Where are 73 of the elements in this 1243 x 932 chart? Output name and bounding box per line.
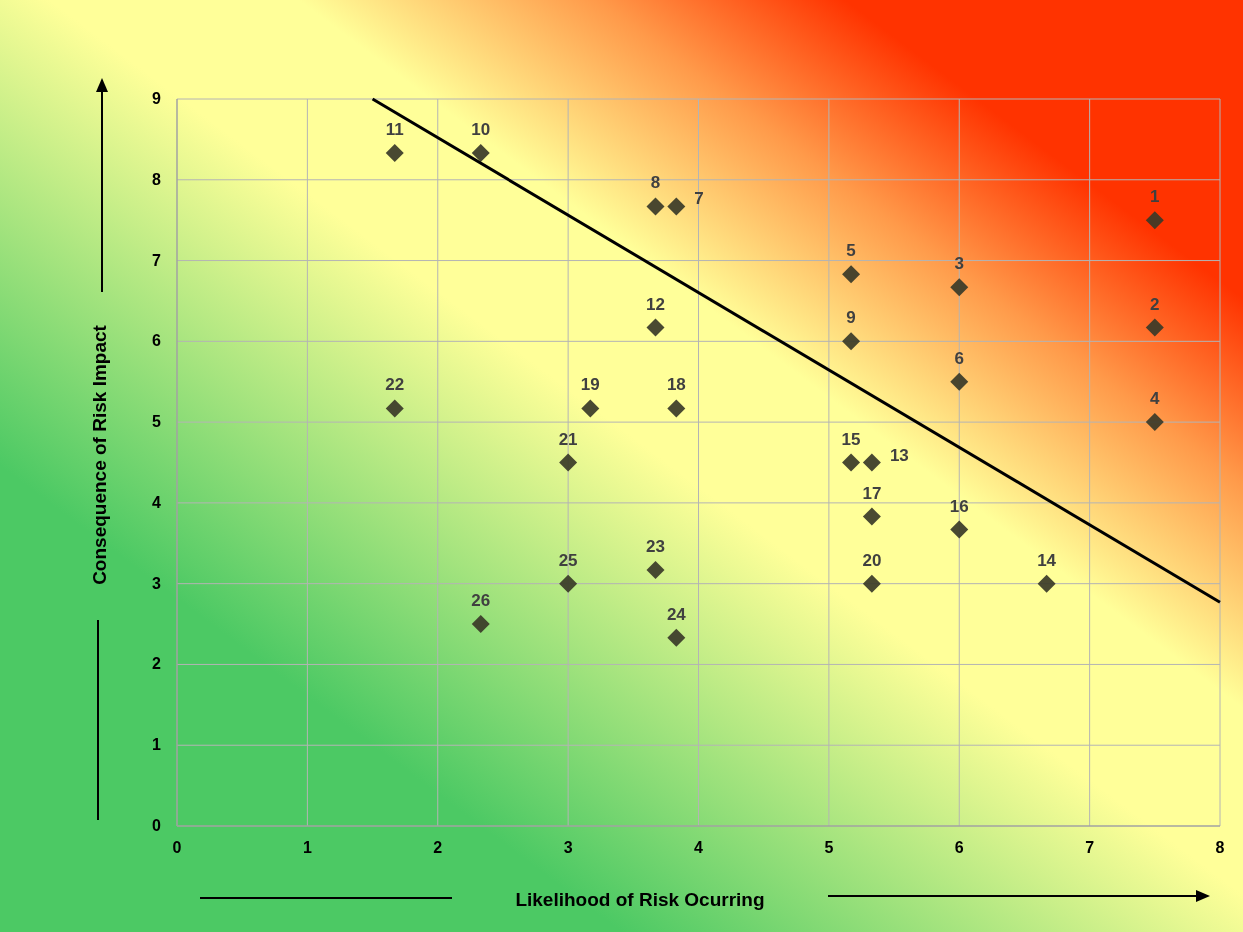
annotation: 4 [1150, 389, 1161, 409]
point [1145, 318, 1164, 337]
x-tick-label: 2 [433, 839, 443, 856]
point [862, 507, 881, 526]
annotation: 9 [846, 308, 856, 328]
x-tick-label: 6 [954, 839, 964, 856]
point [862, 453, 881, 472]
y-tick-label: 2 [152, 655, 162, 673]
point [667, 628, 686, 647]
point [646, 318, 665, 337]
annotation: 6 [954, 348, 964, 368]
point [385, 399, 404, 418]
annotation: 24 [666, 604, 687, 624]
y-tick-label: 0 [152, 817, 162, 834]
annotation: 20 [862, 550, 882, 570]
y-tick-label: 4 [152, 493, 162, 511]
x-tick-label: 7 [1085, 839, 1095, 856]
y-tick-label: 6 [152, 332, 162, 350]
annotation: 22 [385, 375, 405, 395]
annotation: 12 [646, 294, 665, 314]
annotation: 21 [558, 429, 578, 449]
annotation: 1 [1150, 187, 1160, 207]
point [842, 265, 861, 284]
y-tick-label: 5 [152, 413, 162, 431]
annotation: 19 [580, 375, 600, 395]
point [646, 197, 665, 216]
point [667, 197, 686, 216]
point [559, 453, 578, 472]
annotation: 11 [385, 120, 404, 140]
y-tick-label: 9 [152, 90, 162, 107]
point [950, 372, 969, 391]
y-tick-label: 1 [152, 736, 162, 754]
point [559, 574, 578, 593]
point [842, 453, 861, 472]
x-tick-label: 0 [172, 839, 182, 856]
point [471, 144, 490, 163]
annotation: 3 [954, 254, 964, 274]
annotation: 18 [666, 375, 686, 395]
point [950, 278, 969, 297]
point [667, 399, 686, 418]
annotation: 5 [846, 241, 856, 261]
point [1145, 211, 1164, 230]
x-tick-label: 4 [694, 839, 704, 856]
y-tick-label: 7 [152, 251, 162, 269]
annotation: 14 [1037, 550, 1057, 570]
y-tick-label: 3 [152, 574, 162, 592]
x-axis-title: Likelihood of Risk Ocurring [515, 889, 765, 910]
point [1145, 413, 1164, 432]
annotation: 17 [862, 483, 882, 503]
x-tick-label: 8 [1215, 839, 1225, 856]
annotation: 25 [558, 550, 578, 570]
x-tick-label: 3 [563, 839, 573, 856]
x-tick-label: 5 [824, 839, 834, 856]
annotation: 7 [694, 189, 704, 209]
annotation: 2 [1150, 294, 1160, 314]
point [646, 560, 665, 579]
annotation: 16 [949, 496, 969, 516]
x-tick-label: 1 [302, 839, 312, 856]
annotation: 8 [650, 173, 661, 193]
point [950, 520, 969, 539]
point [842, 332, 861, 351]
annotation: 23 [646, 536, 665, 556]
point [581, 399, 600, 418]
annotation: 10 [471, 120, 491, 140]
annotation: 26 [471, 591, 491, 611]
y-tick-label: 8 [152, 170, 162, 188]
point [1037, 574, 1056, 593]
point [385, 144, 404, 163]
annotation: 15 [841, 429, 861, 449]
annotation: 13 [889, 445, 909, 465]
point [862, 574, 881, 593]
y-axis-title: Consequence of Risk Impact [89, 324, 110, 585]
point [471, 615, 490, 634]
